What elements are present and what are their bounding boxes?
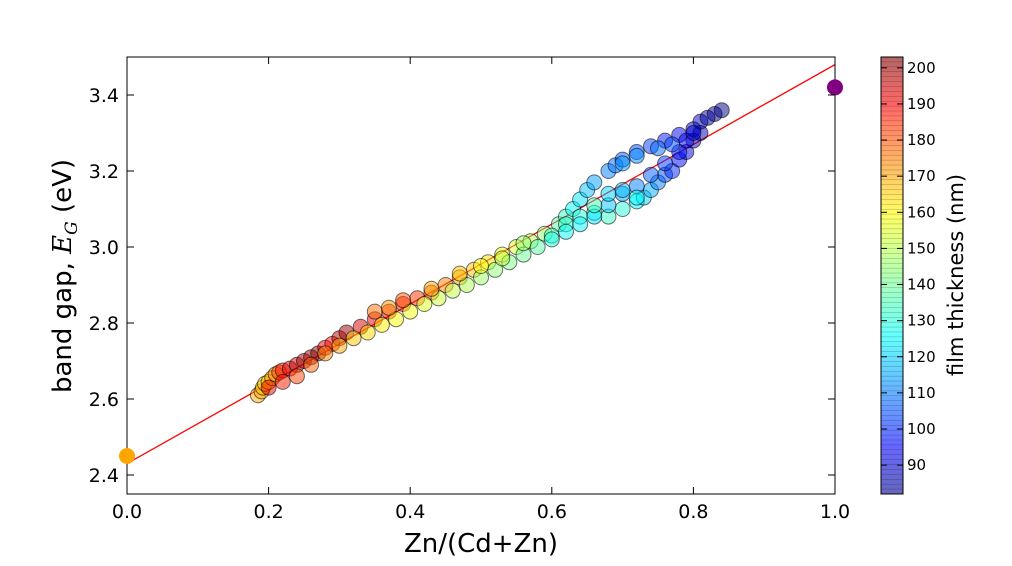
plot-frame bbox=[126, 56, 836, 495]
colorbar-tick-label: 90 bbox=[907, 456, 926, 474]
data-point bbox=[650, 140, 666, 157]
colorbar-ticks: 90 100 110 120 130 140 150 160 170 180 190 200 bbox=[881, 59, 936, 474]
data-point bbox=[628, 147, 645, 164]
data-point bbox=[359, 324, 376, 341]
data-point bbox=[260, 379, 277, 396]
data-point bbox=[395, 292, 412, 309]
data-point bbox=[657, 155, 674, 172]
axis-ticks: 0.0 0.2 0.4 0.6 0.8 1.0 2.4 2.6 2.8 3.0 3.2 3.4 bbox=[89, 57, 850, 523]
data-point bbox=[317, 345, 334, 362]
data-point bbox=[274, 373, 291, 390]
colorbar-tick-label: 130 bbox=[907, 312, 936, 330]
colorbar-tick-label: 120 bbox=[907, 348, 936, 366]
data-point bbox=[543, 231, 560, 248]
data-point bbox=[529, 239, 546, 255]
y-tick-label: 3.2 bbox=[89, 161, 119, 183]
data-point bbox=[451, 265, 468, 282]
data-point bbox=[642, 166, 659, 183]
endpoint-markers bbox=[119, 79, 843, 464]
colorbar-tick-label: 100 bbox=[907, 420, 936, 438]
colorbar-label: film thickness (nm) bbox=[944, 174, 968, 376]
data-point bbox=[444, 282, 461, 299]
data-point bbox=[515, 235, 532, 252]
y-tick-label: 3.0 bbox=[89, 237, 119, 259]
data-point bbox=[614, 201, 631, 217]
colorbar: 90 100 110 120 130 140 150 160 170 180 190 200 film… bbox=[880, 56, 968, 495]
data-point bbox=[423, 280, 440, 297]
data-point bbox=[572, 216, 589, 233]
data-point bbox=[388, 311, 405, 328]
x-tick-label: 0.6 bbox=[537, 501, 567, 523]
plot-area bbox=[127, 64, 835, 465]
data-point bbox=[380, 299, 397, 316]
data-point bbox=[366, 303, 383, 320]
colorbar-tick-label: 170 bbox=[907, 167, 936, 185]
y-axis-label: band gap, EG (eV) bbox=[48, 159, 82, 393]
data-point bbox=[402, 303, 419, 320]
colorbar-tick-label: 140 bbox=[907, 276, 936, 294]
x-tick-label: 0.0 bbox=[112, 501, 142, 523]
colorbar-frame bbox=[880, 56, 904, 495]
x-tick-label: 0.2 bbox=[253, 501, 283, 523]
x-tick-label: 0.8 bbox=[678, 501, 708, 523]
data-point bbox=[494, 250, 511, 267]
data-point bbox=[416, 296, 433, 312]
colorbar-tick-label: 200 bbox=[907, 59, 936, 77]
colorbar-tick-label: 190 bbox=[907, 95, 936, 113]
data-point bbox=[331, 337, 348, 354]
colorbar-gradient bbox=[881, 57, 903, 494]
data-point bbox=[373, 316, 390, 333]
endpoint-marker bbox=[827, 79, 843, 96]
data-point bbox=[600, 185, 617, 202]
data-point bbox=[614, 155, 631, 172]
x-tick-label: 0.4 bbox=[395, 501, 425, 523]
y-tick-label: 3.4 bbox=[89, 85, 119, 107]
x-axis-label: Zn/(Cd+Zn) bbox=[404, 529, 558, 559]
y-tick-label: 2.8 bbox=[89, 313, 119, 335]
colorbar-tick-label: 110 bbox=[907, 384, 936, 402]
data-point bbox=[713, 102, 730, 119]
data-point bbox=[473, 258, 489, 274]
data-point bbox=[303, 356, 320, 373]
data-point bbox=[685, 125, 702, 141]
data-point bbox=[664, 136, 681, 153]
data-point bbox=[458, 277, 475, 293]
y-tick-label: 2.6 bbox=[89, 389, 119, 411]
y-tick-label: 2.4 bbox=[89, 465, 119, 487]
colorbar-tick-label: 150 bbox=[907, 239, 936, 257]
data-point bbox=[586, 197, 603, 214]
colorbar-tick-label: 180 bbox=[907, 131, 936, 149]
x-tick-label: 1.0 bbox=[820, 501, 850, 523]
endpoint-marker bbox=[119, 448, 135, 464]
data-point bbox=[345, 330, 362, 347]
data-point bbox=[628, 189, 645, 206]
data-point bbox=[586, 174, 603, 191]
colorbar-tick-label: 160 bbox=[907, 203, 936, 221]
data-point bbox=[614, 182, 631, 198]
data-point bbox=[288, 368, 305, 385]
data-point bbox=[557, 223, 574, 240]
